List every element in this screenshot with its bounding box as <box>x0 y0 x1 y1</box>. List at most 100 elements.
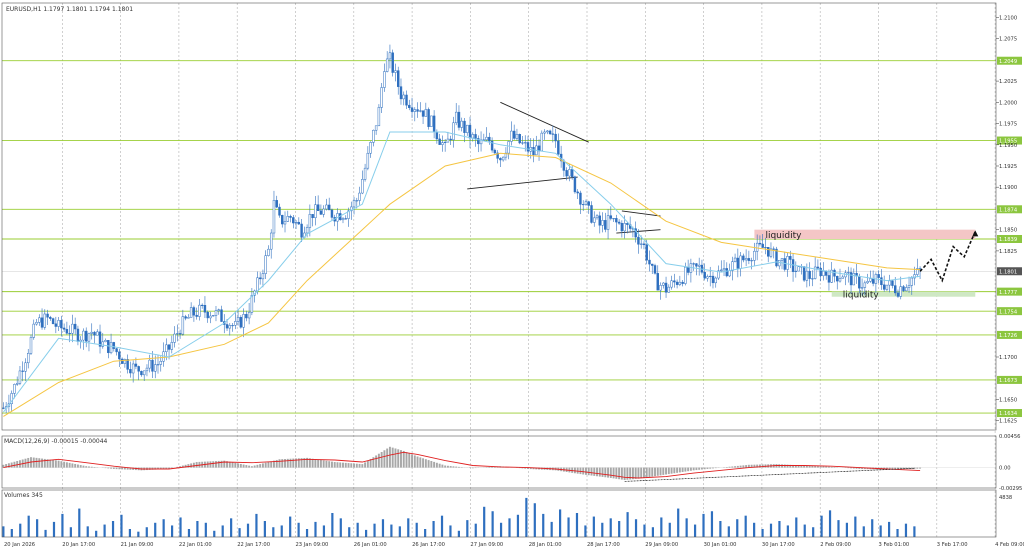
ema-fast-line <box>2 131 921 413</box>
candle-body <box>573 176 577 193</box>
candle-body <box>593 217 596 223</box>
level-price-tag <box>997 287 1022 296</box>
candle-body <box>601 220 604 226</box>
candle-body <box>189 307 193 318</box>
candle-body <box>863 282 867 288</box>
candle-body <box>198 304 201 317</box>
candle-body <box>408 104 411 108</box>
level-price-tag <box>997 330 1022 339</box>
candle-body <box>145 367 149 372</box>
time-tick-label: 23 Jan 09:00 <box>296 542 329 548</box>
time-tick-label: 20 Jan 2026 <box>4 542 35 548</box>
candle-body <box>869 278 872 282</box>
candle-body <box>300 223 303 238</box>
candle-body <box>60 320 63 329</box>
candle-body <box>568 169 571 177</box>
price-tick-label: 1.2075 <box>999 37 1017 43</box>
candle-body <box>488 136 491 142</box>
current-price-tag <box>997 267 1022 276</box>
candle-body <box>775 248 778 267</box>
candle-body <box>642 243 646 246</box>
candle-body <box>460 120 463 128</box>
candle-body <box>15 383 19 385</box>
candle-body <box>755 242 759 252</box>
candle-body <box>667 286 671 293</box>
candle-body <box>54 323 58 327</box>
candle-body <box>131 363 135 374</box>
candle-body <box>405 94 408 106</box>
candle-body <box>43 313 47 328</box>
candle-body <box>507 141 510 154</box>
candle-body <box>73 323 77 330</box>
candle-body <box>524 142 527 144</box>
candle-body <box>441 142 444 145</box>
level-price-tag <box>997 56 1022 65</box>
candle-body <box>212 315 215 317</box>
candle-body <box>167 344 171 350</box>
candle-body <box>849 272 853 286</box>
candle-body <box>40 317 44 328</box>
candle-body <box>907 285 911 288</box>
current-price-label: 1.1801 <box>999 269 1017 275</box>
candle-body <box>84 330 88 342</box>
candle-body <box>2 407 5 409</box>
candle-body <box>744 258 748 261</box>
candle-body <box>739 255 742 269</box>
candle-body <box>736 257 740 269</box>
candle-body <box>314 204 317 219</box>
candle-body <box>692 263 695 265</box>
time-axis[interactable]: 20 Jan 2026 20 Jan 17:00 21 Jan 09:00 22 Ja… <box>4 542 1024 548</box>
candle-body <box>29 337 33 354</box>
candle-body <box>728 270 731 277</box>
price-axis[interactable]: 1.2049 1.1955 1.1874 1.1839 1.1777 1.1754 1.17… <box>996 15 1022 425</box>
candle-body <box>352 200 356 208</box>
candle-body <box>662 282 665 286</box>
candle-body <box>512 130 516 139</box>
candle-body <box>515 134 519 139</box>
macd-tick-label: 0.00 <box>999 466 1011 472</box>
candle-body <box>570 169 574 178</box>
candle-body <box>372 129 375 143</box>
candle-body <box>65 329 69 334</box>
volume-panel-frame <box>1 489 997 538</box>
candle-body <box>347 210 350 219</box>
level-price-label: 1.1673 <box>999 378 1017 384</box>
candle-body <box>543 131 546 134</box>
time-tick-label: 4 Feb 09:00 <box>995 542 1024 548</box>
level-price-label: 1.1955 <box>999 139 1017 145</box>
projection-dashed-path <box>919 231 977 283</box>
candle-body <box>129 369 132 374</box>
candle-body <box>32 323 35 338</box>
candle-body <box>57 320 60 327</box>
candle-body <box>742 255 745 261</box>
candle-body <box>316 204 320 212</box>
candle-body <box>733 257 737 262</box>
price-tick-label: 1.1900 <box>999 185 1017 191</box>
candle-body <box>148 359 151 369</box>
time-tick-label: 22 Jan 01:00 <box>179 542 212 548</box>
candle-body <box>471 134 474 139</box>
candle-body <box>598 215 601 226</box>
candle-body <box>195 314 198 317</box>
candle-body <box>697 264 701 267</box>
candle-body <box>214 310 218 316</box>
candle-body <box>802 266 806 281</box>
candle-body <box>247 312 251 319</box>
projection-arrow-head <box>972 230 979 237</box>
candle-body <box>123 359 127 364</box>
candle-body <box>678 281 682 285</box>
candle-body <box>673 280 676 283</box>
candle-body <box>181 316 185 335</box>
price-tick-label: 1.1625 <box>999 419 1017 425</box>
candle-body <box>877 274 880 278</box>
candle-body <box>267 248 270 256</box>
candle-body <box>443 141 447 143</box>
moving-averages <box>2 131 921 417</box>
candle-body <box>87 333 91 342</box>
triangle-upper-line <box>500 101 589 143</box>
candle-body <box>27 353 30 364</box>
candle-body <box>250 295 254 313</box>
candle-body <box>844 272 847 278</box>
candle-body <box>118 351 121 360</box>
